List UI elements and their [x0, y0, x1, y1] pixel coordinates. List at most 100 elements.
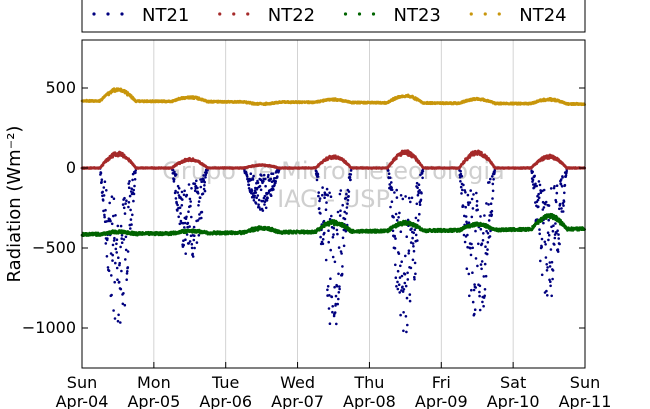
- data-point: [409, 200, 412, 204]
- watermark-line: IAG - USP: [277, 185, 390, 213]
- data-point: [401, 285, 404, 289]
- data-point: [471, 246, 475, 250]
- data-point: [109, 219, 112, 223]
- data-point: [544, 243, 547, 246]
- data-point: [122, 238, 126, 241]
- data-point: [490, 209, 494, 213]
- data-point: [549, 280, 552, 284]
- data-point: [315, 178, 319, 182]
- data-point: [398, 211, 401, 215]
- data-point: [174, 189, 177, 193]
- data-point: [416, 186, 419, 189]
- data-point: [255, 196, 258, 200]
- data-point: [545, 269, 549, 272]
- data-point: [267, 173, 270, 177]
- data-point: [181, 221, 185, 225]
- data-point: [124, 258, 127, 261]
- data-point: [486, 241, 490, 244]
- data-point: [196, 186, 199, 190]
- data-point: [400, 260, 404, 264]
- data-point: [470, 288, 473, 292]
- data-point: [261, 209, 265, 212]
- data-point: [114, 247, 118, 251]
- data-point: [113, 236, 116, 240]
- data-point: [474, 229, 477, 233]
- data-point: [413, 275, 416, 279]
- data-point: [472, 288, 476, 292]
- data-point: [402, 329, 405, 333]
- data-point: [257, 198, 261, 202]
- data-point: [115, 238, 119, 241]
- data-point: [336, 232, 339, 236]
- data-point: [460, 192, 463, 195]
- data-point: [553, 243, 556, 246]
- data-point: [252, 199, 256, 202]
- data-point: [198, 196, 202, 199]
- data-point: [132, 199, 135, 203]
- data-point: [399, 194, 403, 197]
- data-point: [394, 237, 397, 240]
- data-point: [204, 173, 208, 177]
- data-point: [272, 188, 275, 191]
- data-point: [563, 183, 567, 187]
- data-point: [349, 178, 352, 182]
- data-point: [174, 173, 178, 176]
- data-point: [408, 293, 412, 296]
- data-point: [412, 249, 416, 253]
- data-point: [200, 216, 203, 220]
- data-point: [263, 194, 267, 198]
- data-point: [564, 174, 568, 177]
- data-point: [100, 178, 104, 181]
- data-point: [401, 290, 405, 293]
- data-point: [203, 184, 206, 187]
- data-point: [537, 196, 541, 199]
- data-point: [390, 188, 394, 192]
- data-point: [325, 187, 329, 191]
- data-point: [335, 284, 339, 288]
- data-point: [123, 212, 127, 215]
- data-point: [190, 215, 193, 219]
- data-point: [119, 245, 122, 249]
- data-point: [565, 170, 568, 173]
- data-point: [466, 233, 469, 237]
- data-point: [417, 191, 421, 195]
- data-point: [395, 157, 398, 160]
- data-point: [545, 263, 548, 266]
- data-point: [418, 189, 421, 192]
- data-point: [492, 178, 495, 181]
- data-point: [547, 238, 550, 242]
- data-point: [117, 154, 121, 157]
- data-point: [189, 204, 192, 208]
- data-point: [324, 208, 328, 211]
- data-point: [178, 206, 182, 209]
- data-point: [130, 187, 133, 190]
- data-point: [345, 192, 348, 196]
- data-point: [115, 266, 119, 270]
- data-point: [406, 323, 409, 327]
- data-point: [562, 200, 566, 203]
- data-point: [324, 258, 328, 262]
- data-point: [128, 180, 131, 183]
- data-point: [257, 203, 260, 206]
- data-point: [480, 151, 483, 154]
- data-point: [484, 245, 487, 248]
- data-point: [119, 224, 123, 228]
- data-point: [177, 187, 181, 190]
- data-point: [336, 302, 340, 306]
- data-point: [537, 205, 540, 208]
- data-point: [395, 219, 399, 222]
- data-point: [190, 242, 194, 246]
- data-point: [334, 154, 337, 157]
- data-point: [127, 201, 131, 204]
- data-point: [119, 321, 122, 324]
- data-point: [253, 189, 257, 192]
- data-point: [321, 242, 325, 246]
- data-point: [176, 209, 179, 212]
- data-point: [205, 171, 208, 174]
- data-point: [405, 296, 409, 300]
- data-point: [329, 277, 332, 281]
- data-point: [316, 172, 320, 176]
- data-point: [491, 182, 495, 186]
- data-point: [347, 190, 351, 193]
